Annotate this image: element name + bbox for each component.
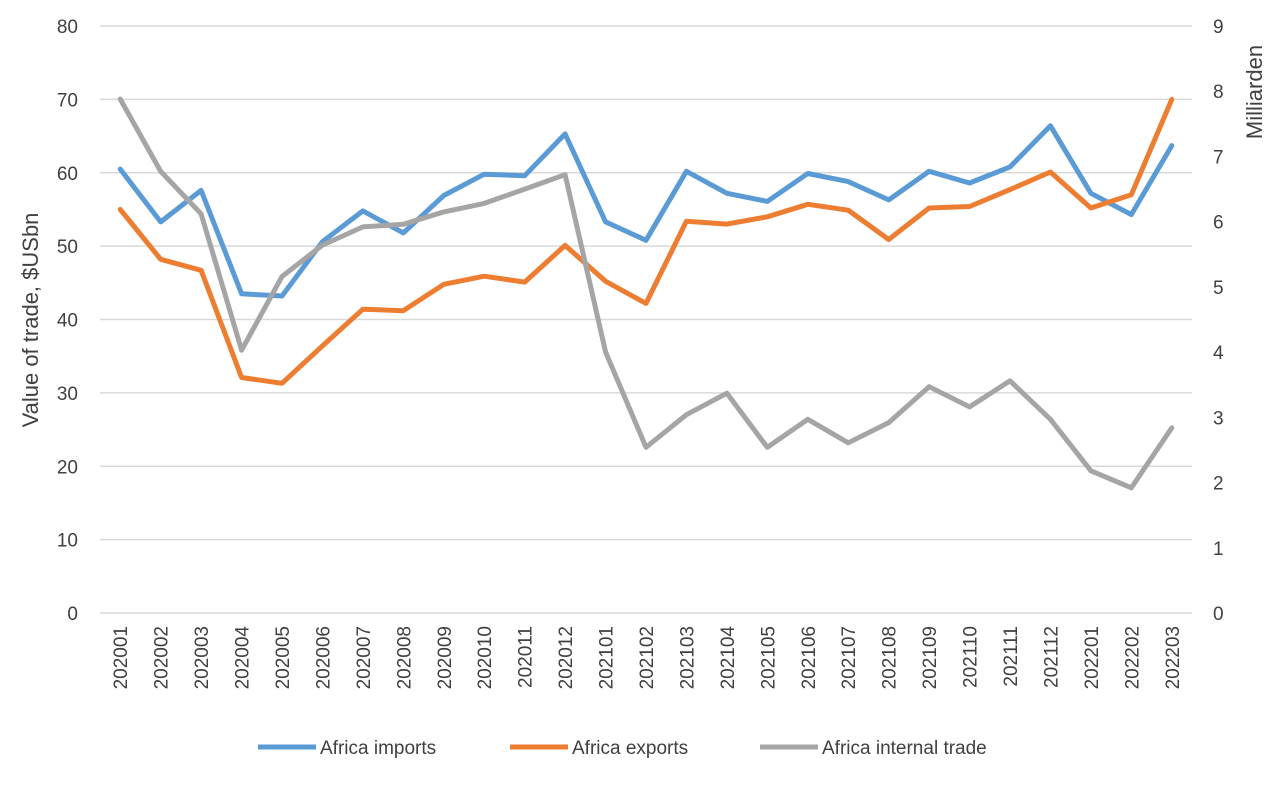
x-tick-label: 202112 [1041,626,1062,688]
legend: Africa imports Africa exports Africa inter… [258,738,987,759]
x-tick-label: 202109 [920,626,941,689]
y-tick-label-left: 0 [67,604,78,625]
x-tick-label: 202103 [677,626,698,689]
series-lines [117,96,1175,491]
y-tick-label-left: 20 [57,457,78,478]
series-line-1 [117,96,1175,386]
x-tick-label: 202110 [961,626,982,688]
x-tick-label: 202001 [111,626,132,689]
x-tick-label: 202105 [758,626,779,689]
y-tick-label-right: 5 [1213,278,1224,299]
x-tick-label: 202006 [313,626,334,689]
x-tick-label: 202008 [394,626,415,689]
x-tick-label: 202201 [1082,626,1103,689]
x-tick-label: 202107 [839,626,860,689]
y-tick-label-left: 80 [57,17,78,38]
x-tick-label: 202108 [880,626,901,689]
y-tick-label-right: 3 [1213,408,1224,429]
y-tick-label-left: 30 [57,384,78,405]
right-axis-ticks: 0 1 2 3 4 5 6 7 8 9 [1213,17,1224,625]
y-tick-label-right: 6 [1213,213,1224,234]
x-tick-label: 202202 [1122,626,1143,689]
x-tick-label: 202003 [192,626,213,689]
y-tick-label-left: 40 [57,311,78,332]
left-axis-ticks: 0 10 20 30 40 50 60 70 80 [57,17,78,625]
y-tick-label-right: 8 [1213,82,1224,103]
x-tick-label: 202010 [475,626,496,689]
series-line-0 [117,123,1175,299]
x-tick-label: 202011 [516,626,537,688]
series-line-2 [117,96,1175,491]
x-axis-ticks: 202001 202002 202003 202004 202005 202006 2020… [111,626,1184,690]
y-tick-label-right: 0 [1213,604,1224,625]
y-tick-label-left: 60 [57,164,78,185]
y-tick-label-left: 50 [57,237,78,258]
x-tick-label: 202111 [1001,626,1022,687]
x-tick-label: 202203 [1163,626,1184,689]
x-tick-label: 202012 [556,626,577,689]
y-tick-label-right: 9 [1213,17,1224,38]
x-tick-label: 202004 [233,626,254,690]
x-tick-label: 202007 [354,626,375,689]
x-tick-label: 202106 [799,626,820,689]
y-tick-label-left: 70 [57,90,78,111]
legend-label: Africa exports [572,738,688,759]
y-axis-title-right: Milliarden [1242,45,1267,139]
x-tick-label: 202104 [718,626,739,690]
y-axis-title-left: Value of trade, $USbn [18,213,43,428]
y-tick-label-right: 4 [1213,343,1224,364]
legend-label: Africa internal trade [822,738,987,759]
x-tick-label: 202102 [637,626,658,689]
legend-label: Africa imports [320,738,436,759]
x-tick-label: 202101 [597,626,618,689]
x-tick-label: 202009 [435,626,456,689]
y-tick-label-left: 10 [57,531,78,552]
y-tick-label-right: 2 [1213,474,1224,495]
y-tick-label-right: 7 [1213,147,1224,168]
x-tick-label: 202002 [152,626,173,689]
y-tick-label-right: 1 [1213,539,1224,560]
gridlines [100,25,1192,614]
x-tick-label: 202005 [273,626,294,689]
